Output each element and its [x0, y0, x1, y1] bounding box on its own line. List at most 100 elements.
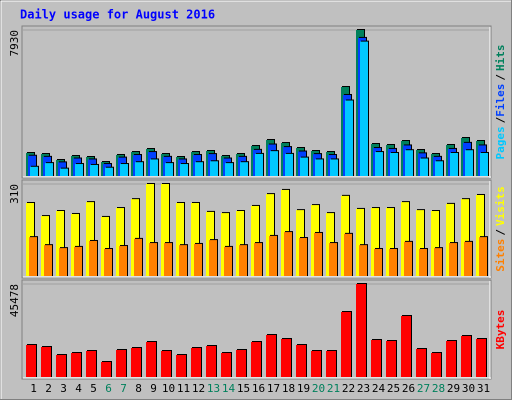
- bar: [116, 208, 124, 276]
- bar: [270, 151, 278, 176]
- legend-separator: /: [494, 229, 507, 236]
- x-tick-label: 5: [90, 382, 97, 395]
- bar: [86, 351, 96, 377]
- x-tick-label: 11: [177, 382, 190, 395]
- x-tick-label: 13: [207, 382, 220, 395]
- bar: [146, 342, 156, 377]
- x-tick-label: 30: [462, 382, 475, 395]
- x-tick-label: 10: [162, 382, 175, 395]
- bar: [375, 152, 383, 176]
- legend-separator: /: [494, 116, 507, 123]
- bar: [476, 339, 486, 377]
- x-tick-label: 18: [282, 382, 295, 395]
- bar: [225, 163, 233, 176]
- legend: Sites / Visits: [494, 186, 507, 272]
- bar: [431, 211, 439, 276]
- bar: [206, 346, 216, 377]
- legend-entry: Files: [494, 84, 507, 117]
- legend-entry: Hits: [494, 45, 507, 72]
- x-tick-label: 23: [357, 382, 370, 395]
- bar: [371, 340, 381, 377]
- bar: [461, 336, 471, 377]
- bar: [404, 241, 412, 276]
- bar: [116, 350, 126, 377]
- bar: [176, 202, 184, 276]
- bar: [416, 210, 424, 276]
- bar: [239, 245, 247, 276]
- bar: [296, 345, 306, 377]
- bar: [176, 355, 186, 377]
- bar: [26, 345, 36, 377]
- bar: [236, 211, 244, 276]
- x-tick-label: 12: [192, 382, 205, 395]
- bar: [311, 351, 321, 377]
- bar: [266, 335, 276, 377]
- y-tick-label: 7930: [8, 30, 21, 57]
- x-tick-label: 24: [372, 382, 386, 395]
- bar: [435, 161, 443, 176]
- legend-entry: Pages: [494, 126, 507, 159]
- bar: [194, 243, 202, 276]
- bar: [30, 166, 38, 176]
- bar: [134, 238, 142, 276]
- bar: [146, 184, 154, 276]
- bar: [450, 152, 458, 176]
- y-tick-label: 45478: [8, 284, 21, 317]
- bar: [360, 41, 368, 176]
- bar: [164, 243, 172, 276]
- bar: [464, 241, 472, 276]
- x-tick-label: 26: [402, 382, 415, 395]
- bar: [390, 152, 398, 176]
- bar: [240, 162, 248, 176]
- bar: [405, 150, 413, 176]
- x-tick-label: 16: [252, 382, 265, 395]
- bar: [180, 164, 188, 176]
- x-tick-label: 2: [45, 382, 52, 395]
- bar: [371, 208, 379, 276]
- bar: [104, 248, 112, 276]
- bar: [386, 208, 394, 276]
- y-tick-label: 310: [8, 184, 21, 204]
- bar: [41, 347, 51, 377]
- x-tick-label: 21: [327, 382, 340, 395]
- bar: [480, 152, 488, 176]
- x-tick-label: 7: [120, 382, 127, 395]
- x-tick-label: 1: [30, 382, 37, 395]
- bar: [149, 243, 157, 276]
- bar: [359, 245, 367, 276]
- bar: [434, 248, 442, 276]
- legend: KBytes: [494, 310, 507, 350]
- bar: [89, 240, 97, 276]
- bar: [251, 205, 259, 276]
- bar: [461, 199, 469, 276]
- bar: [59, 248, 67, 276]
- bar: [56, 211, 64, 276]
- x-tick-label: 29: [447, 382, 460, 395]
- bar: [356, 208, 364, 276]
- bar: [161, 184, 169, 276]
- bar: [101, 216, 109, 276]
- bar: [179, 245, 187, 276]
- x-tick-label: 22: [342, 382, 355, 395]
- x-tick-label: 3: [60, 382, 67, 395]
- bar: [221, 213, 229, 276]
- bar: [446, 341, 456, 377]
- bar: [285, 153, 293, 176]
- bar: [71, 353, 81, 377]
- bar: [476, 194, 484, 276]
- bar: [75, 164, 83, 176]
- bar: [420, 158, 428, 176]
- bar: [419, 248, 427, 276]
- bar: [150, 159, 158, 176]
- legend: Pages/Files/Hits: [494, 45, 507, 160]
- bar: [210, 161, 218, 176]
- legend-entry: Sites: [494, 239, 507, 272]
- bar: [191, 202, 199, 276]
- bar: [330, 159, 338, 176]
- x-tick-label: 14: [222, 382, 236, 395]
- bar: [135, 162, 143, 176]
- bar: [251, 342, 261, 377]
- bar: [416, 349, 426, 377]
- bar: [314, 232, 322, 276]
